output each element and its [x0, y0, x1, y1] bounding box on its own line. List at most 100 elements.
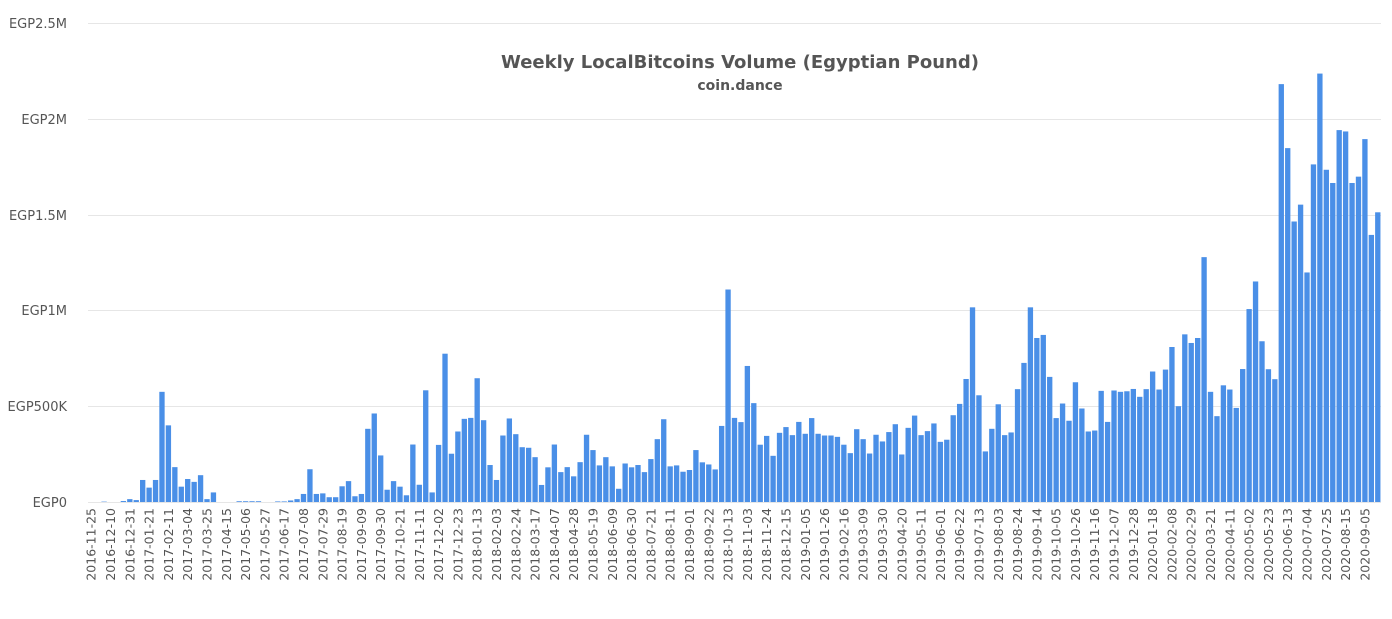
x-tick-label: 2019-10-05	[1049, 508, 1064, 581]
bar	[1092, 431, 1097, 502]
bar	[1195, 338, 1200, 502]
x-tick-label: 2017-06-17	[277, 508, 292, 581]
x-tick-label: 2018-06-09	[605, 508, 620, 581]
bar	[1079, 409, 1084, 503]
bar	[796, 422, 801, 502]
bar	[571, 476, 576, 502]
x-tick-label: 2019-01-26	[817, 508, 832, 581]
bar	[1015, 389, 1020, 502]
x-tick-label: 2019-05-11	[914, 508, 929, 581]
bar	[635, 465, 640, 502]
bar	[526, 448, 531, 502]
bar	[339, 486, 344, 502]
bar	[179, 487, 184, 502]
bar	[1266, 369, 1271, 502]
bar	[243, 501, 248, 502]
bar	[249, 501, 254, 502]
y-tick-label: EGP1M	[21, 304, 67, 319]
bar	[680, 472, 685, 502]
bar	[462, 419, 467, 502]
bar	[301, 494, 306, 502]
x-tick-label: 2017-03-25	[200, 508, 215, 581]
x-tick-label: 2016-12-10	[103, 508, 118, 581]
bar	[1169, 347, 1174, 502]
x-tick-label: 2020-07-25	[1319, 508, 1334, 581]
bar	[841, 445, 846, 502]
bar	[1150, 372, 1155, 502]
x-tick-label: 2018-11-24	[759, 508, 774, 581]
x-tick-label: 2017-10-21	[392, 508, 407, 581]
bar	[1124, 391, 1129, 502]
bar	[764, 436, 769, 502]
bar	[925, 431, 930, 502]
bar	[989, 429, 994, 502]
x-tick-label: 2018-03-17	[528, 508, 543, 581]
bar	[275, 501, 280, 502]
x-tick-label: 2019-01-05	[798, 508, 813, 581]
bar	[327, 497, 332, 502]
bar	[1066, 421, 1071, 502]
bar	[790, 435, 795, 502]
bar	[1189, 343, 1194, 502]
bar	[307, 469, 312, 502]
bar	[545, 467, 550, 502]
x-tick-label: 2017-03-04	[180, 508, 195, 581]
bar	[146, 488, 151, 502]
bar	[1298, 205, 1303, 502]
x-tick-label: 2020-05-23	[1261, 508, 1276, 581]
chart-subtitle: coin.dance	[697, 78, 782, 94]
bar	[893, 424, 898, 502]
bar	[359, 494, 364, 502]
bar	[1240, 369, 1245, 502]
x-tick-label: 2020-03-21	[1203, 508, 1218, 581]
bar	[211, 492, 216, 502]
bar	[655, 439, 660, 502]
bar	[513, 434, 518, 502]
bar	[185, 479, 190, 502]
x-tick-label: 2019-11-16	[1087, 508, 1102, 581]
bar	[822, 436, 827, 502]
x-tick-label: 2020-05-02	[1242, 508, 1257, 581]
x-tick-label: 2019-09-14	[1029, 508, 1044, 581]
bar	[1253, 281, 1258, 502]
bar	[204, 499, 209, 502]
bar	[134, 500, 139, 502]
x-tick-label: 2020-08-15	[1338, 508, 1353, 581]
bar	[828, 436, 833, 502]
bar	[783, 427, 788, 502]
bar	[918, 435, 923, 502]
x-tick-label: 2017-09-09	[354, 508, 369, 581]
bar	[166, 425, 171, 502]
x-tick-label: 2017-05-27	[257, 508, 272, 581]
bar	[777, 433, 782, 502]
bar	[1086, 431, 1091, 502]
bar	[713, 469, 718, 502]
bar	[668, 466, 673, 502]
bar	[455, 431, 460, 502]
bar	[352, 496, 357, 502]
x-tick-label: 2016-11-25	[84, 508, 99, 581]
bar	[475, 378, 480, 502]
x-tick-label: 2020-02-29	[1184, 508, 1199, 581]
x-tick-label: 2017-11-11	[412, 508, 427, 581]
x-tick-label: 2018-09-22	[701, 508, 716, 581]
x-tick-label: 2017-01-21	[142, 508, 157, 581]
bar	[565, 467, 570, 502]
x-tick-label: 2017-05-06	[238, 508, 253, 581]
bar	[1324, 170, 1329, 502]
bars	[101, 74, 1380, 502]
bar	[1317, 74, 1322, 502]
bar	[539, 485, 544, 502]
bar	[873, 435, 878, 502]
bar	[687, 470, 692, 502]
bar	[365, 429, 370, 502]
bar	[629, 467, 634, 502]
bar	[848, 453, 853, 502]
bar	[815, 434, 820, 502]
x-tick-label: 2019-07-13	[971, 508, 986, 581]
bar	[1201, 257, 1206, 502]
x-tick-label: 2020-07-04	[1300, 508, 1315, 581]
bar	[1369, 235, 1374, 502]
